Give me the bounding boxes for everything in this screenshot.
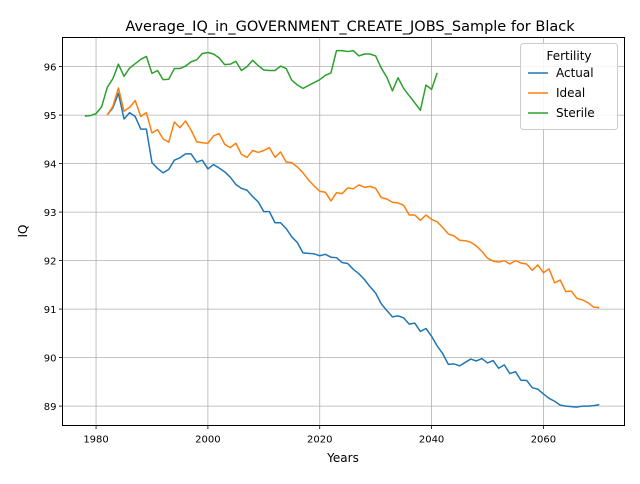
grid (62, 37, 625, 426)
series-line-actual (106, 92, 600, 408)
legend-title: Fertility (546, 49, 591, 63)
legend-items: Actual Ideal Sterile (528, 66, 595, 120)
x-tick-label: 2000 (195, 435, 220, 446)
x-tick-label: 2040 (419, 435, 444, 446)
chart-title: Average_IQ_in_GOVERNMENT_CREATE_JOBS_Sam… (125, 19, 575, 35)
series-line-ideal (106, 87, 600, 309)
x-tick-label: 2020 (307, 435, 332, 446)
legend-label-sterile: Sterile (556, 106, 595, 120)
y-tick-label: 95 (44, 111, 57, 122)
y-axis-label: IQ (16, 225, 30, 238)
x-axis-label: Years (326, 451, 359, 465)
y-tick-label: 92 (44, 256, 57, 267)
y-tick-label: 93 (44, 208, 57, 219)
plot-frame (62, 37, 625, 426)
legend-box (520, 43, 618, 130)
legend-label-actual: Actual (556, 66, 594, 80)
series-line-sterile (84, 49, 438, 117)
y-tick-label: 91 (44, 305, 57, 316)
x-tick-label: 1980 (83, 435, 108, 446)
y-tick-label: 90 (44, 353, 57, 364)
legend: Fertility Actual Ideal Sterile (520, 43, 618, 130)
series-lines (84, 49, 600, 408)
legend-label-ideal: Ideal (556, 86, 585, 100)
y-tick-label: 89 (44, 402, 57, 413)
axis-ticks: 1980 2000 2020 2040 2060 89 90 91 92 93 94 95 96 (44, 62, 556, 445)
y-tick-label: 96 (44, 62, 57, 73)
y-tick-label: 94 (44, 159, 57, 170)
x-tick-label: 2060 (531, 435, 556, 446)
